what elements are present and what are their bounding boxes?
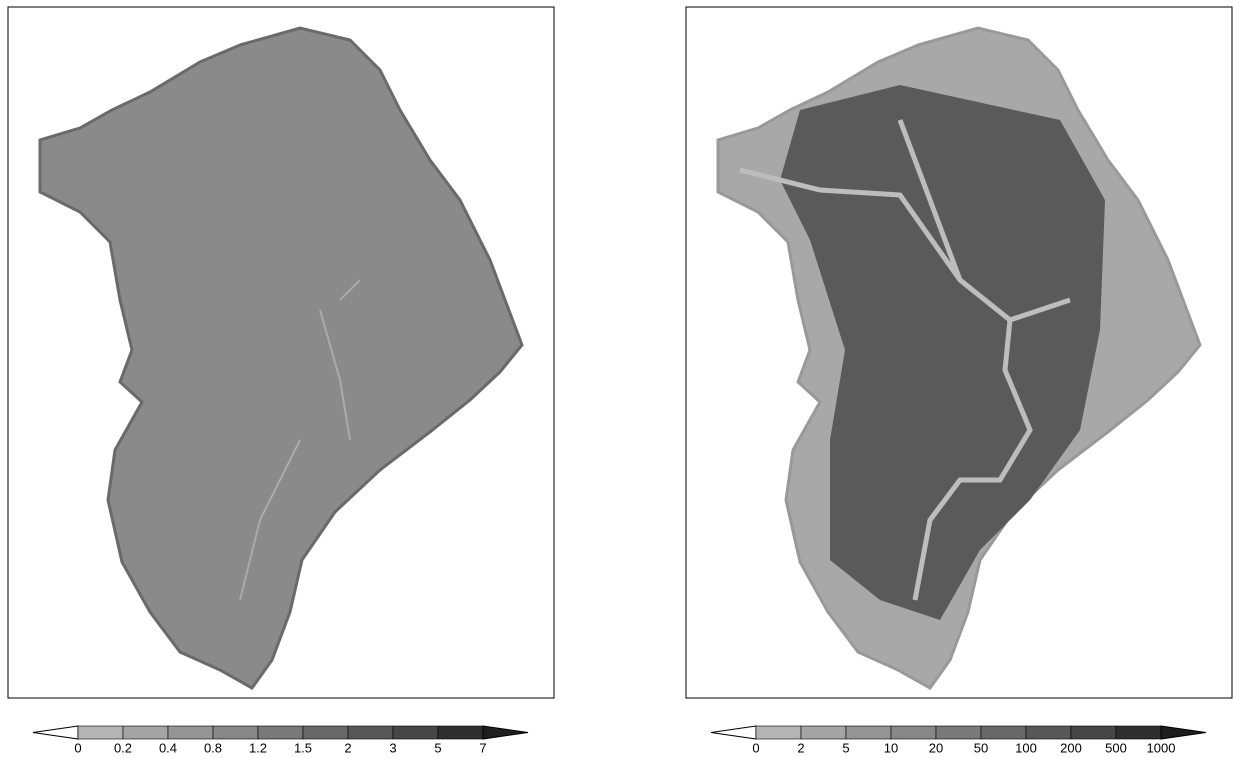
colorbar-segment [438,726,483,739]
colorbar-segment [348,726,393,739]
colorbar-label: 0.8 [204,740,222,755]
colorbar-label: 0 [74,740,81,755]
colorbar-under [711,726,756,739]
colorbar-label: 0 [752,740,759,755]
colorbar-label: 5 [434,740,441,755]
colorbar-over [483,726,528,739]
colorbar-label: 10 [884,740,898,755]
colorbar-segment [393,726,438,739]
colorbar-segment [846,726,891,739]
colorbar-segment [936,726,981,739]
colorbar-over [1161,726,1206,739]
figure: 0 0.2 0.4 0.8 1.2 1.5 2 3 5 7 0 2 5 10 20 50 100 200 500 10… [0,0,1233,758]
colorbar-label: 2 [797,740,804,755]
colorbar-segment [891,726,936,739]
colorbar-label: 500 [1105,740,1127,755]
colorbar-segment [123,726,168,739]
colorbar-segment [168,726,213,739]
colorbar-label: 1.5 [294,740,312,755]
colorbar-segment [801,726,846,739]
colorbar-segment [981,726,1026,739]
greenland-map [40,28,522,688]
colorbar-segment [1071,726,1116,739]
colorbar-label: 1000 [1147,740,1176,755]
colorbar-label: 20 [929,740,943,755]
colorbar-under [33,726,78,739]
colorbar-segment [78,726,123,739]
colorbar-segment [1116,726,1161,739]
colorbar-label: 0.2 [114,740,132,755]
colorbar-label: 3 [389,740,396,755]
colorbar-label: 50 [974,740,988,755]
colorbar-segment [1026,726,1071,739]
colorbar-label: 200 [1060,740,1082,755]
colorbar-segment [213,726,258,739]
colorbar-label: 2 [344,740,351,755]
colorbar-label: 100 [1015,740,1037,755]
colorbar-label: 1.2 [249,740,267,755]
colorbar-segment [303,726,348,739]
colorbar-segment [756,726,801,739]
colorbar-label: 5 [842,740,849,755]
colorbar-segment [258,726,303,739]
colorbar-label: 7 [479,740,486,755]
colorbar-label: 0.4 [159,740,177,755]
